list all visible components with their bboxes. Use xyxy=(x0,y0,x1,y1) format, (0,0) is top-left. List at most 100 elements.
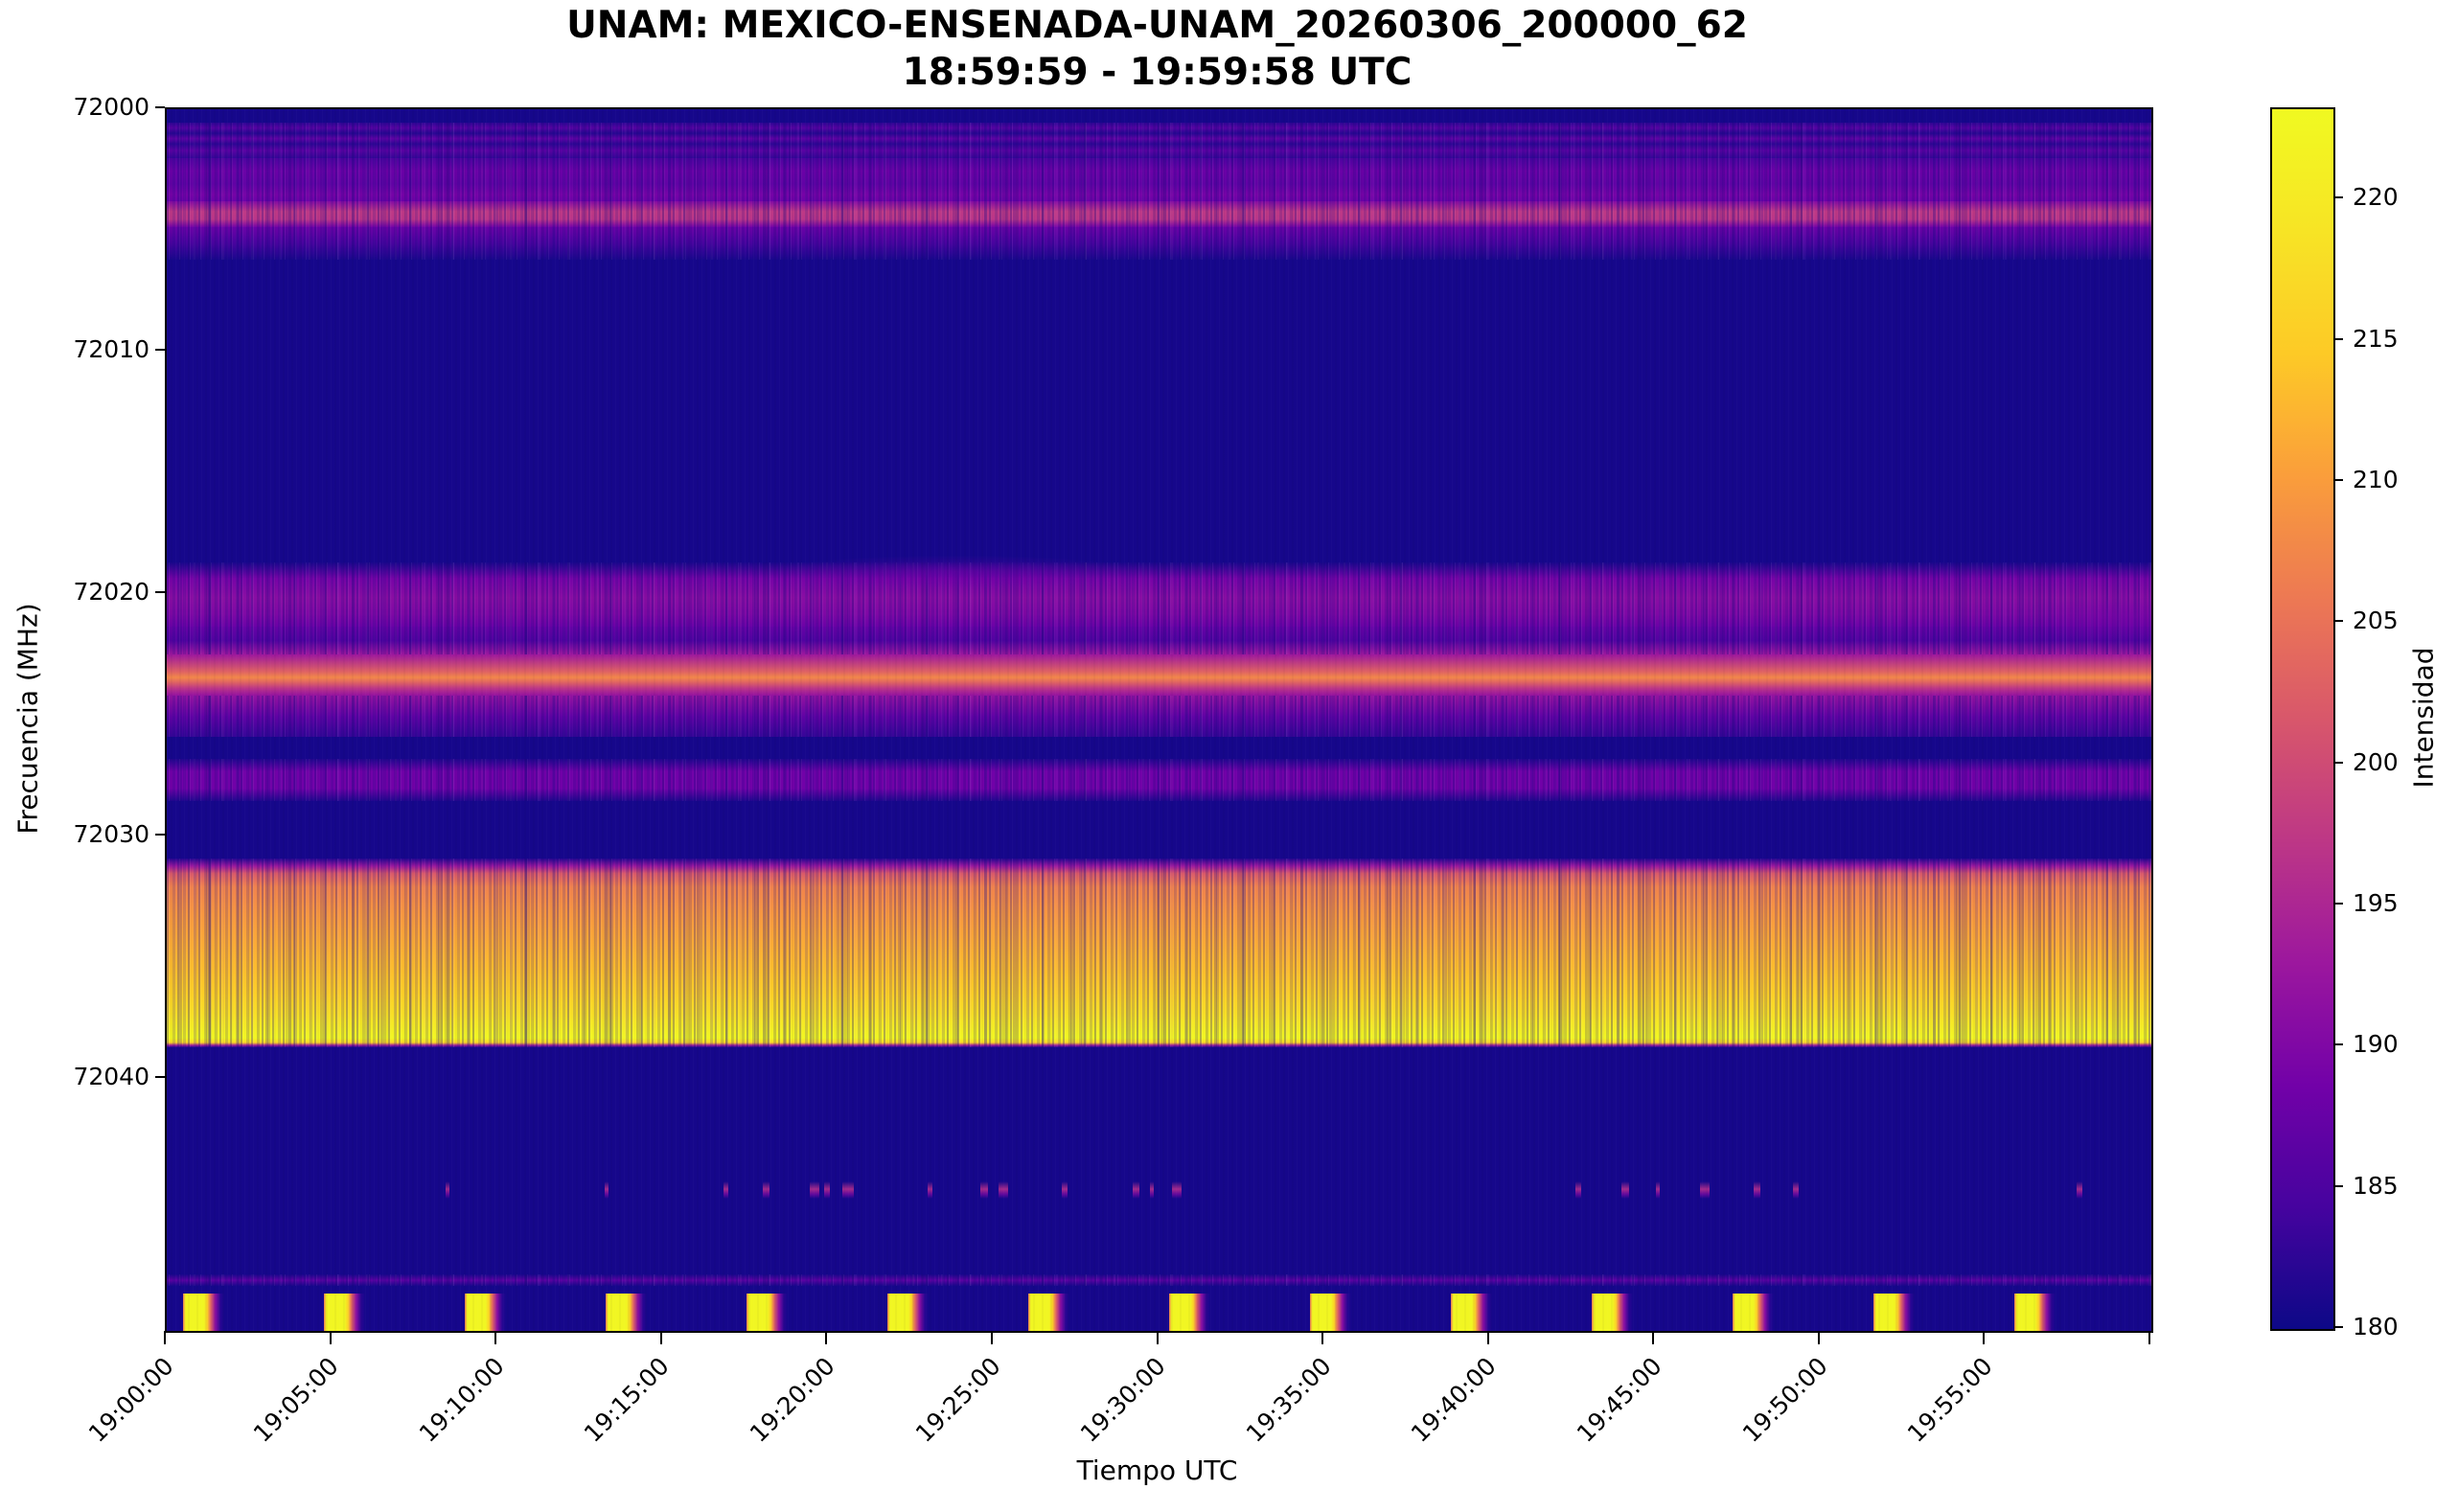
colorbar-tick-label: 190 xyxy=(2353,1030,2399,1059)
sporadic-emission-dot xyxy=(824,1181,831,1200)
calibration-blip xyxy=(1732,1293,1774,1331)
x-axis-tick xyxy=(990,1331,993,1344)
spectral-band xyxy=(167,226,2151,260)
y-axis-tick xyxy=(155,106,165,108)
x-axis-tick xyxy=(1817,1331,1820,1344)
colorbar-tick-label: 180 xyxy=(2353,1313,2399,1340)
spectral-band xyxy=(167,858,2151,1048)
sporadic-emission-dot xyxy=(605,1181,609,1200)
y-axis-tick xyxy=(155,348,165,351)
x-axis-tick xyxy=(825,1331,828,1344)
colorbar-tick xyxy=(2333,761,2343,764)
calibration-blip xyxy=(1872,1293,1915,1331)
spectral-band xyxy=(167,654,2151,678)
y-axis-tick xyxy=(155,833,165,836)
calibration-blip xyxy=(1309,1293,1351,1331)
calibration-blip xyxy=(2013,1293,2056,1331)
y-axis-title: Frecuencia (MHz) xyxy=(8,107,48,1329)
x-axis-tick xyxy=(329,1331,332,1344)
calibration-blip xyxy=(1027,1293,1069,1331)
spectral-band xyxy=(167,1273,2151,1287)
sporadic-emission-dot xyxy=(928,1181,933,1200)
colorbar-tick-label: 210 xyxy=(2353,465,2399,493)
calibration-blip xyxy=(1450,1293,1492,1331)
sporadic-emission-dot xyxy=(445,1181,450,1200)
sporadic-emission-dot xyxy=(1062,1181,1068,1200)
sporadic-emission-dot xyxy=(841,1181,855,1200)
sporadic-emission-dot xyxy=(1149,1181,1155,1200)
colorbar-tick-label: 200 xyxy=(2353,747,2399,776)
spectrogram-plot-area xyxy=(165,107,2153,1333)
sporadic-emission-dot xyxy=(1793,1181,1799,1200)
spectral-band xyxy=(167,627,2151,655)
sporadic-emission-dot xyxy=(1699,1181,1711,1200)
y-axis-tick xyxy=(155,590,165,593)
calibration-blip xyxy=(1168,1293,1210,1331)
x-axis-tick xyxy=(2148,1331,2150,1344)
sporadic-emission-dot xyxy=(810,1181,819,1200)
x-axis-tick xyxy=(494,1331,497,1344)
sporadic-emission-dot xyxy=(1133,1181,1140,1200)
sporadic-emission-dot xyxy=(1620,1181,1629,1200)
y-axis-label: Frecuencia (MHz) xyxy=(11,602,44,835)
x-axis-tick xyxy=(659,1331,662,1344)
y-tick-label: 72040 xyxy=(73,1062,149,1090)
x-axis-tick xyxy=(1983,1331,1986,1344)
x-axis-tick xyxy=(1321,1331,1324,1344)
chart-title: UNAM: MEXICO-ENSENADA-UNAM_20260306_2000… xyxy=(566,4,1748,47)
colorbar-tick xyxy=(2333,620,2343,623)
calibration-blip xyxy=(886,1293,930,1331)
colorbar-title: Intensidad xyxy=(2403,107,2444,1327)
sporadic-emission-dot xyxy=(2077,1181,2083,1200)
calibration-blip xyxy=(746,1293,789,1331)
sporadic-emission-dot xyxy=(980,1181,989,1200)
colorbar-tick xyxy=(2333,478,2343,481)
spectral-band xyxy=(167,696,2151,738)
sporadic-emission-dot xyxy=(1754,1181,1761,1200)
sporadic-emission-dot xyxy=(1655,1181,1661,1200)
chart-subtitle: 18:59:59 - 19:59:58 UTC xyxy=(902,51,1413,94)
calibration-blip xyxy=(182,1293,225,1331)
spectral-band xyxy=(167,200,2151,227)
y-tick-label: 72020 xyxy=(73,577,149,606)
colorbar-tick xyxy=(2333,1043,2343,1046)
x-axis-tick xyxy=(164,1331,166,1344)
y-axis-tick xyxy=(155,1075,165,1078)
colorbar-tick-label: 215 xyxy=(2353,324,2399,353)
colorbar-tick xyxy=(2333,1184,2343,1187)
calibration-blip xyxy=(323,1293,366,1331)
colorbar-tick xyxy=(2333,196,2343,199)
emission-haze xyxy=(684,547,1226,597)
colorbar xyxy=(2270,107,2335,1331)
colorbar-tick xyxy=(2333,902,2343,905)
colorbar-tick xyxy=(2333,1326,2343,1328)
sporadic-emission-dot xyxy=(723,1181,728,1200)
x-axis-tick xyxy=(1156,1331,1159,1344)
spectral-band xyxy=(167,677,2151,697)
x-axis-label: Tiempo UTC xyxy=(1076,1455,1238,1486)
colorbar-tick-label: 220 xyxy=(2353,183,2399,212)
sporadic-emission-dot xyxy=(763,1181,770,1200)
colorbar-tick xyxy=(2333,337,2343,340)
x-axis-tick xyxy=(1486,1331,1489,1344)
colorbar-tick-label: 195 xyxy=(2353,888,2399,917)
y-tick-label: 72000 xyxy=(73,93,149,121)
colorbar-label: Intensidad xyxy=(2407,646,2440,789)
spectral-band xyxy=(167,157,2151,201)
x-axis-title: Tiempo UTC xyxy=(165,1455,2149,1486)
colorbar-tick-label: 185 xyxy=(2353,1171,2399,1200)
spectral-band xyxy=(167,758,2151,802)
sporadic-emission-dot xyxy=(998,1181,1008,1200)
calibration-blip xyxy=(1591,1293,1633,1331)
spectral-band xyxy=(167,122,2151,158)
chart-title-block: UNAM: MEXICO-ENSENADA-UNAM_20260306_2000… xyxy=(165,2,2149,96)
x-axis-tick xyxy=(1652,1331,1655,1344)
emission-haze xyxy=(1996,582,2151,655)
calibration-blip xyxy=(605,1293,648,1331)
calibration-blip xyxy=(464,1293,507,1331)
colorbar-tick-label: 205 xyxy=(2353,607,2399,635)
y-tick-label: 72010 xyxy=(73,334,149,363)
sporadic-emission-dot xyxy=(1172,1181,1182,1200)
y-tick-label: 72030 xyxy=(73,819,149,848)
